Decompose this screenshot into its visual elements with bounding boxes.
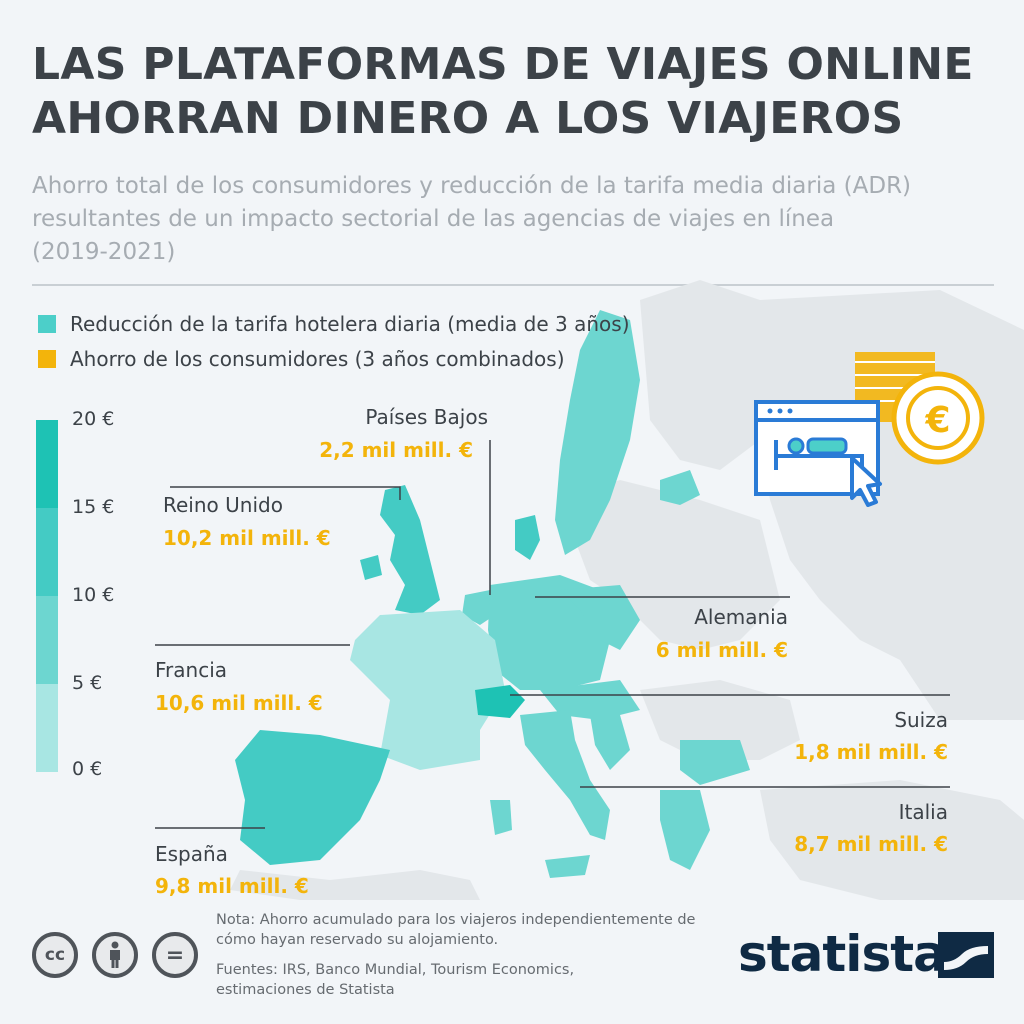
statista-logo-icon[interactable] — [938, 932, 994, 978]
region-switzerland — [475, 685, 525, 718]
region-scandinavia — [555, 310, 640, 555]
footer-sources: Fuentes: IRS, Banco Mundial, Tourism Eco… — [216, 962, 575, 998]
country-value-espana: 9,8 mil mill. € — [155, 874, 309, 898]
region-ireland — [360, 555, 382, 580]
region-denmark — [515, 515, 540, 560]
leader-reino-unido — [170, 486, 401, 500]
nd-icon-label: = — [165, 942, 185, 968]
cc-icon-label: cc — [44, 945, 66, 965]
region-poland — [560, 585, 640, 650]
scale-tick-label: 15 € — [72, 496, 115, 518]
country-label-alemania: Alemania — [694, 605, 788, 629]
region-spain — [235, 730, 390, 865]
scale-tick-label: 10 € — [72, 584, 115, 606]
color-scale-bar — [36, 420, 58, 772]
country-value-alemania: 6 mil mill. € — [655, 638, 788, 662]
legend-item-adr: Reducción de la tarifa hotelera diaria (… — [38, 312, 630, 336]
country-value-reino-unido: 10,2 mil mill. € — [163, 526, 331, 550]
country-label-italia: Italia — [898, 800, 948, 824]
scale-tick-label: 0 € — [72, 758, 103, 780]
scale-band-5-10 — [36, 596, 58, 684]
footer-note: Nota: Ahorro acumulado para los viajeros… — [216, 912, 696, 948]
country-value-suiza: 1,8 mil mill. € — [794, 740, 948, 764]
scale-band-0-5 — [36, 684, 58, 772]
attribution-icon[interactable] — [92, 932, 138, 978]
region-greece — [660, 790, 710, 870]
chart-title: LAS PLATAFORMAS DE VIAJES ONLINE AHORRAN… — [32, 39, 974, 144]
country-value-italia: 8,7 mil mill. € — [794, 832, 948, 856]
scale-tick-label: 5 € — [72, 672, 103, 694]
legend-swatch-teal — [38, 315, 56, 333]
region-france — [350, 610, 505, 770]
leader-lines — [155, 440, 950, 829]
legend-swatch-yellow — [38, 350, 56, 368]
svg-text:€: € — [924, 400, 950, 441]
scale-band-10-15 — [36, 508, 58, 596]
region-sardinia — [490, 800, 512, 835]
divider — [32, 284, 994, 286]
country-label-espana: España — [155, 842, 228, 866]
statista-logo-text[interactable]: statista — [738, 925, 947, 983]
hotel-booking-icon: € — [754, 352, 985, 507]
region-bulgaria — [680, 740, 750, 785]
region-netherlands — [462, 590, 495, 625]
scale-band-15-20 — [36, 420, 58, 508]
no-derivatives-icon[interactable]: = — [152, 932, 198, 978]
legend-label: Ahorro de los consumidores (3 años combi… — [70, 347, 565, 371]
region-italy — [520, 710, 610, 840]
country-value-paises-bajos: 2,2 mil mill. € — [319, 438, 473, 462]
country-value-francia: 10,6 mil mill. € — [155, 691, 323, 715]
country-label-reino-unido: Reino Unido — [163, 493, 283, 517]
region-uk — [380, 485, 440, 615]
person-glyph — [110, 941, 120, 968]
legend-label: Reducción de la tarifa hotelera diaria (… — [70, 312, 630, 336]
region-austria — [540, 680, 640, 720]
scale-tick-label: 20 € — [72, 408, 115, 430]
region-sicily — [545, 855, 590, 878]
region-croatia — [590, 715, 630, 770]
cc-icon[interactable]: cc — [32, 932, 78, 978]
country-label-francia: Francia — [155, 658, 228, 682]
chart-subtitle: Ahorro total de los consumidores y reduc… — [32, 173, 912, 265]
country-label-suiza: Suiza — [894, 708, 948, 732]
region-estonia — [660, 470, 700, 505]
country-label-paises-bajos: Países Bajos — [365, 405, 488, 429]
legend-item-savings: Ahorro de los consumidores (3 años combi… — [38, 347, 565, 371]
